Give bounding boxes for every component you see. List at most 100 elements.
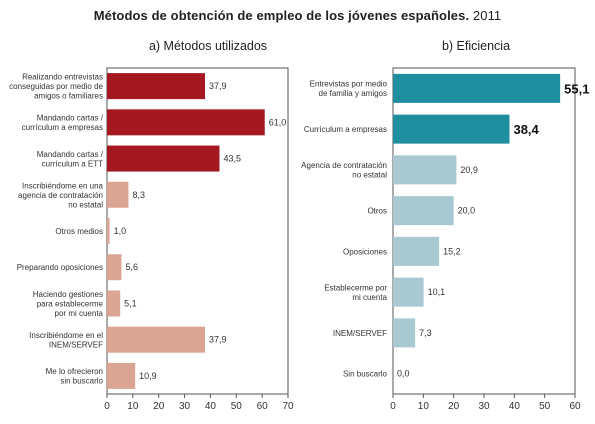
category-label-line: Preparando oposiciones (17, 263, 103, 272)
data-label: 8,3 (132, 190, 145, 200)
category-label: Mandando cartas / currículum a ETT (37, 150, 104, 169)
category-label-line: no estatal (68, 200, 103, 209)
x-tick-label: 0 (390, 401, 396, 412)
category-label-line: Oposiciones (343, 247, 387, 256)
category-label-line: por mi cuenta (55, 309, 104, 318)
data-label: 5,6 (125, 262, 138, 272)
category-label: Inscribiéndome en el INEM/SERVEF (29, 331, 103, 350)
category-label-line: Otros medios (55, 227, 103, 236)
category-label: Oposiciones (343, 247, 387, 256)
bar (393, 277, 424, 307)
data-label: 5,1 (124, 298, 137, 308)
category-label-line: currículum a ETT (42, 159, 103, 168)
x-tick-label: 60 (257, 401, 269, 412)
x-tick-label: 10 (127, 401, 139, 412)
bar (107, 362, 136, 389)
bar (107, 73, 205, 100)
category-label-line: sin buscarlo (60, 377, 103, 386)
category-label-line: Me lo ofrecieron (46, 367, 103, 376)
data-label: 61,0 (269, 117, 287, 127)
x-tick-label: 60 (569, 401, 581, 412)
chart-eficiencia: b) Eficiencia 0 10 20 30 40 50 60 55,1 Entrevista… (301, 39, 589, 412)
category-label-line: INEM/SERVEF (49, 340, 103, 349)
category-label: Me lo ofrecieron sin buscarlo (46, 367, 104, 386)
category-label-line: Currículum a empresas (304, 125, 387, 134)
bar (107, 218, 110, 244)
data-label: 10,9 (139, 371, 157, 381)
x-tick-label: 50 (231, 401, 243, 412)
category-label: Entrevistas por medio de familia y amigos (310, 80, 388, 99)
category-label-line: Otros (367, 207, 387, 216)
data-label: 43,5 (223, 154, 241, 164)
category-label-line: agencia de contratación (18, 191, 103, 200)
bar (107, 145, 220, 172)
category-label-line: no estatal (352, 171, 387, 180)
data-label: 7,3 (419, 328, 432, 338)
x-tick-label: 40 (509, 401, 521, 412)
x-tick-label: 50 (539, 401, 551, 412)
bar (107, 254, 122, 281)
chart-metodos: a) Métodos utilizados 0 10 20 30 40 50 60 70 37,9… (9, 39, 294, 412)
data-label: 20,0 (458, 206, 476, 216)
bar (107, 181, 129, 208)
data-label: 10,1 (428, 287, 446, 297)
chart-subtitle: a) Métodos utilizados (149, 39, 267, 53)
data-label: 15,2 (443, 246, 461, 256)
bar (107, 109, 265, 136)
bar (393, 155, 457, 185)
category-label: Establecerme por mi cuenta (324, 283, 387, 302)
category-label-line: Entrevistas por medio (310, 80, 388, 89)
x-tick-label: 0 (104, 401, 110, 412)
x-tick-label: 10 (418, 401, 430, 412)
category-label: Otros (367, 207, 387, 216)
data-label: 55,1 (564, 81, 589, 96)
category-label: Preparando oposiciones (17, 263, 103, 272)
bar (107, 326, 205, 353)
data-label: 38,4 (513, 122, 539, 137)
data-label: 37,9 (209, 335, 227, 345)
chart-title: Métodos de obtención de empleo de los jó… (0, 8, 595, 23)
category-label-line: Haciendo gestiones (33, 290, 103, 299)
category-label-line: Establecerme por (324, 283, 387, 292)
data-label: 20,9 (460, 165, 478, 175)
category-label: Haciendo gestiones para establecerme por m… (33, 290, 104, 318)
bar (393, 236, 440, 266)
chart-title-main: Métodos de obtención de empleo de los jó… (93, 8, 470, 23)
category-label-line: Mandando cartas / (37, 150, 104, 159)
category-label: Currículum a empresas (304, 125, 387, 134)
category-label-line: currículum a empresas (22, 123, 103, 132)
category-label-line: Realizando entrevistas (22, 73, 103, 82)
category-label-line: Inscribiéndome en el (29, 331, 103, 340)
category-label-line: para establecerme (37, 299, 104, 308)
bar (393, 318, 416, 348)
category-label-line: Inscribiéndome en una (22, 181, 103, 190)
data-label: 1,0 (114, 226, 127, 236)
bar (107, 290, 121, 317)
category-label: INEM/SERVEF (333, 329, 387, 338)
category-label-line: Sin buscarlo (343, 370, 388, 379)
category-label: Agencia de contratación no estatal (301, 161, 387, 180)
category-label-line: conseguidas por medio de (9, 82, 103, 91)
category-label: Inscribiéndome en una agencia de contrata… (18, 181, 103, 209)
data-label: 37,9 (209, 81, 227, 91)
chart-subtitle: b) Eficiencia (442, 39, 510, 53)
category-label-line: Agencia de contratación (301, 161, 387, 170)
category-label-line: de familia y amigos (319, 89, 387, 98)
x-tick-label: 40 (205, 401, 217, 412)
category-label: Realizando entrevistas conseguidas por me… (9, 73, 103, 101)
bar (393, 196, 454, 226)
category-label-line: amigos o familiares (34, 92, 103, 101)
category-label-line: Mandando cartas / (37, 114, 104, 123)
category-label: Mandando cartas / currículum a empresas (22, 114, 104, 133)
category-label-line: mi cuenta (352, 293, 387, 302)
category-label: Sin buscarlo (343, 370, 388, 379)
category-label: Otros medios (55, 227, 103, 236)
category-label-line: INEM/SERVEF (333, 329, 387, 338)
data-label: 0,0 (397, 369, 410, 379)
chart-title-year: 2011 (472, 8, 502, 23)
x-tick-label: 70 (282, 401, 294, 412)
bar (393, 73, 561, 103)
bar (393, 114, 510, 144)
x-tick-label: 20 (153, 401, 165, 412)
